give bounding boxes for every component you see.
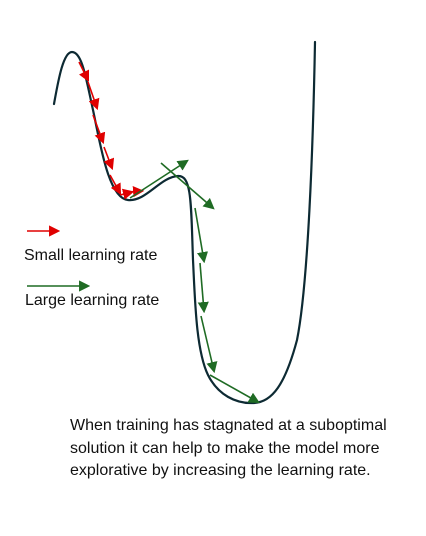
large-rate-steps xyxy=(129,159,260,404)
loss-curve xyxy=(52,40,317,405)
legend-small-label: Small learning rate xyxy=(24,247,158,264)
large-step-2 xyxy=(160,162,215,210)
small-step-1 xyxy=(78,61,90,83)
small-step-2 xyxy=(87,81,100,111)
small-step-3 xyxy=(92,114,106,145)
large-step-1 xyxy=(129,159,189,199)
caption-text: When training has stagnated at a subopti… xyxy=(70,417,387,479)
large-step-5 xyxy=(200,315,218,374)
large-step-4 xyxy=(197,262,209,314)
small-step-5 xyxy=(109,174,122,195)
large-step-3 xyxy=(194,207,209,264)
small-rate-steps xyxy=(78,61,145,200)
large-step-6 xyxy=(209,374,260,404)
legend-large-label: Large learning rate xyxy=(25,292,160,309)
small-step-4 xyxy=(103,146,115,171)
